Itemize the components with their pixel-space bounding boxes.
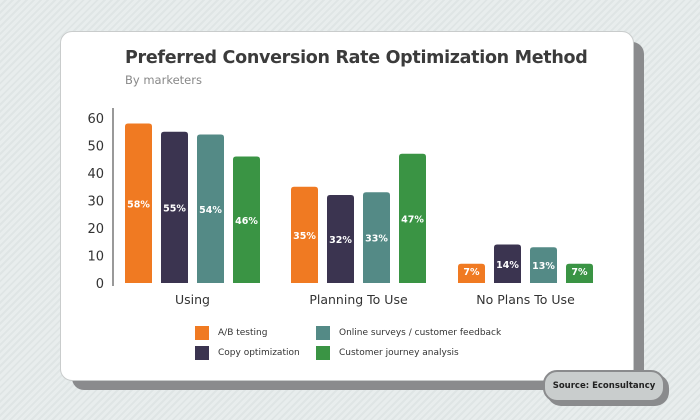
chart-title: Preferred Conversion Rate Optimization M… bbox=[125, 48, 588, 68]
legend-swatch bbox=[316, 326, 330, 340]
legend-swatch bbox=[316, 346, 330, 360]
legend-swatch bbox=[195, 326, 209, 340]
legend-label: Online surveys / customer feedback bbox=[339, 328, 502, 338]
bar bbox=[233, 156, 260, 283]
legend-item: A/B testing bbox=[195, 326, 267, 340]
category-label: No Plans To Use bbox=[476, 292, 575, 307]
data-label: 14% bbox=[496, 260, 519, 271]
bar bbox=[566, 263, 593, 283]
legend-label: Copy optimization bbox=[218, 348, 300, 358]
legend-label: A/B testing bbox=[218, 328, 268, 338]
y-tick-label: 30 bbox=[87, 195, 104, 210]
category-label: Using bbox=[175, 292, 210, 307]
data-label: 32% bbox=[329, 235, 352, 246]
y-tick-label: 10 bbox=[87, 250, 104, 265]
data-label: 54% bbox=[199, 205, 222, 216]
data-label: 33% bbox=[365, 234, 388, 245]
bar bbox=[291, 186, 318, 283]
legend-swatch bbox=[195, 346, 209, 360]
data-label: 13% bbox=[532, 261, 555, 272]
data-label: 35% bbox=[293, 231, 316, 242]
legend-item: Copy optimization bbox=[195, 346, 300, 360]
bar bbox=[363, 192, 390, 283]
chart-subtitle: By marketers bbox=[125, 73, 202, 87]
bar bbox=[197, 134, 224, 283]
bar bbox=[530, 247, 557, 283]
bar bbox=[161, 131, 188, 283]
data-label: 58% bbox=[127, 199, 150, 210]
data-label: 7% bbox=[463, 267, 480, 278]
legend-item: Customer journey analysis bbox=[316, 346, 459, 360]
y-tick-label: 20 bbox=[87, 222, 104, 237]
bar bbox=[327, 195, 354, 283]
data-label: 55% bbox=[163, 203, 186, 214]
bar bbox=[494, 244, 521, 283]
bar bbox=[399, 153, 426, 283]
source-badge: Source: Econsultancy bbox=[543, 370, 665, 402]
data-label: 47% bbox=[401, 214, 424, 225]
category-label: Planning To Use bbox=[309, 292, 408, 307]
data-label: 46% bbox=[235, 216, 258, 227]
y-tick-label: 40 bbox=[87, 167, 104, 182]
legend-item: Online surveys / customer feedback bbox=[316, 326, 501, 340]
bar bbox=[458, 263, 485, 283]
y-tick-label: 60 bbox=[87, 112, 104, 127]
bar bbox=[125, 123, 152, 283]
y-tick-label: 50 bbox=[87, 140, 104, 155]
legend-label: Customer journey analysis bbox=[339, 348, 459, 358]
y-tick-label: 0 bbox=[96, 277, 104, 292]
data-label: 7% bbox=[571, 267, 588, 278]
